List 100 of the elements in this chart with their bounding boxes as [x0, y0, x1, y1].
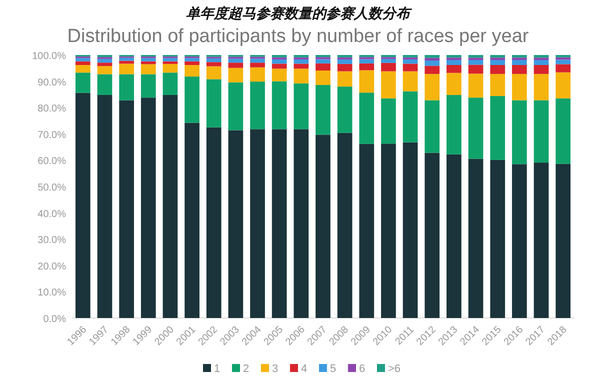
chart-subtitle: Distribution of participants by number of races per year — [67, 26, 530, 47]
bar — [402, 91, 418, 142]
bar — [556, 72, 571, 98]
bar — [184, 61, 200, 65]
bar — [556, 98, 571, 164]
bar — [294, 129, 309, 318]
legend-label: >6 — [388, 363, 401, 375]
y-tick-label: 60.0% — [38, 156, 66, 168]
bar — [228, 68, 244, 82]
bar — [294, 68, 309, 84]
y-tick-label: 70.0% — [38, 130, 66, 141]
bar — [381, 62, 396, 72]
bar — [316, 70, 330, 85]
bar — [468, 74, 484, 98]
y-tick-label: 90.0% — [38, 77, 66, 88]
bar — [446, 72, 462, 95]
bar — [402, 59, 418, 64]
bar — [534, 162, 549, 318]
bar — [184, 122, 200, 318]
bar — [206, 79, 222, 128]
bar — [228, 130, 244, 318]
bar — [359, 63, 374, 70]
bar — [424, 100, 440, 153]
bar — [272, 129, 287, 318]
y-tick-label: 0.0% — [43, 314, 66, 325]
y-tick-label: 30.0% — [38, 235, 66, 246]
bar — [272, 59, 287, 64]
bar — [162, 61, 178, 64]
bar — [162, 72, 178, 95]
bar — [337, 59, 352, 64]
bar — [206, 62, 222, 66]
bar — [97, 66, 112, 74]
bar — [337, 64, 352, 72]
bar — [468, 98, 484, 159]
legend-label: 2 — [243, 363, 250, 375]
bar — [294, 64, 309, 69]
bar — [534, 100, 549, 163]
bar — [446, 94, 462, 154]
bar — [337, 132, 352, 318]
bar — [468, 64, 484, 74]
bar — [119, 64, 134, 74]
bar — [490, 160, 506, 318]
bar — [534, 64, 549, 74]
bar — [228, 62, 244, 68]
bar — [228, 58, 244, 63]
bar — [184, 64, 200, 77]
bar — [512, 100, 527, 164]
bar — [75, 92, 90, 318]
bar — [490, 64, 506, 74]
y-tick-label: 10.0% — [38, 288, 66, 299]
bar — [97, 74, 112, 95]
bar — [381, 144, 396, 318]
bar — [316, 63, 330, 71]
bar — [206, 58, 222, 62]
bar — [97, 62, 112, 66]
y-tick-label: 40.0% — [38, 208, 66, 220]
bar — [424, 55, 440, 58]
bar — [316, 59, 330, 64]
bar — [272, 64, 287, 69]
bar — [490, 74, 506, 96]
bar — [446, 154, 462, 318]
bar — [556, 164, 571, 318]
bar — [162, 64, 178, 73]
bar — [206, 127, 222, 318]
y-tick-label: 100.0% — [32, 51, 66, 62]
bar — [250, 67, 265, 82]
bar — [402, 64, 418, 72]
bar — [206, 66, 222, 80]
bar — [446, 55, 462, 58]
bar — [316, 134, 330, 318]
bar — [75, 58, 90, 62]
bar — [468, 55, 484, 58]
bar — [424, 58, 440, 61]
bar — [512, 74, 527, 100]
legend-label: 5 — [330, 363, 336, 375]
bar — [402, 142, 418, 318]
bar — [75, 72, 90, 93]
bar — [184, 58, 200, 62]
bar — [162, 94, 178, 318]
bar — [359, 92, 374, 144]
bar — [250, 129, 265, 318]
bar — [75, 61, 90, 65]
bar — [97, 58, 112, 63]
bar — [424, 74, 440, 100]
bar — [294, 83, 309, 130]
bar — [140, 98, 156, 318]
bar — [359, 144, 374, 318]
bar — [424, 66, 440, 74]
bar — [250, 62, 265, 68]
bar — [119, 74, 134, 100]
bar — [337, 86, 352, 133]
bar — [381, 71, 396, 98]
bar — [272, 81, 287, 130]
bar — [490, 60, 506, 65]
bar — [512, 60, 527, 65]
bar — [250, 82, 265, 130]
bar — [512, 55, 527, 58]
bar — [534, 60, 549, 65]
legend-label: 3 — [272, 363, 278, 375]
bar — [140, 74, 156, 98]
